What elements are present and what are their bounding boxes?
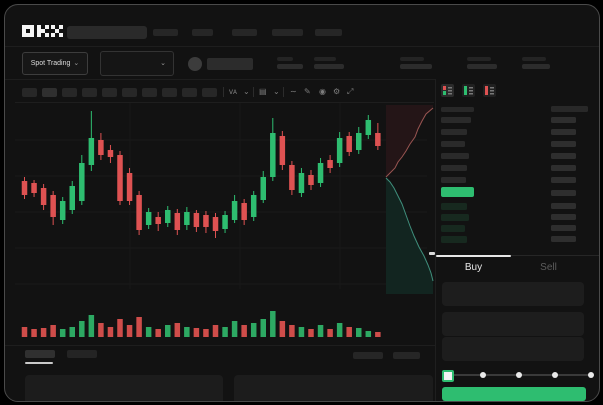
market-type-dropdown[interactable]: Spot Trading ⌄ <box>22 52 88 75</box>
ask-row-amount[interactable] <box>441 165 467 171</box>
nav-item-placeholder[interactable] <box>153 29 178 36</box>
nav-item-placeholder[interactable] <box>272 29 303 36</box>
stat-label-placeholder <box>467 57 491 61</box>
interval-button[interactable] <box>42 88 57 97</box>
ask-row-amount[interactable] <box>441 117 471 123</box>
pair-selector-dropdown[interactable]: ⌄ <box>100 51 174 76</box>
candle-style-label[interactable]: ᴠᴀ <box>229 87 237 96</box>
bottom-panel-placeholder <box>234 375 433 401</box>
slider-handle[interactable] <box>442 370 454 382</box>
nav-item-placeholder[interactable] <box>315 29 342 36</box>
interval-button[interactable] <box>22 88 37 97</box>
slider-stop-50[interactable] <box>516 372 522 378</box>
toolbar-divider <box>223 87 224 97</box>
ask-row-price[interactable] <box>551 129 576 135</box>
ob-col-header <box>551 106 588 112</box>
bid-row-price[interactable] <box>551 236 576 242</box>
bottom-control-placeholder[interactable] <box>393 352 420 359</box>
candlestick-chart[interactable] <box>15 103 435 343</box>
stat-label-placeholder <box>400 57 424 61</box>
ask-row-amount[interactable] <box>441 129 467 135</box>
stat-value-placeholder <box>522 64 550 69</box>
bid-row-amount[interactable] <box>441 225 465 232</box>
stat-value-placeholder <box>400 64 432 69</box>
price-input[interactable] <box>442 282 584 306</box>
last-price-badge[interactable] <box>441 187 474 197</box>
bottom-control-placeholder[interactable] <box>353 352 383 359</box>
tab-buy[interactable]: Buy <box>464 261 483 273</box>
slider-stop-25[interactable] <box>480 372 486 378</box>
toolbar-divider <box>253 87 254 97</box>
active-tab-indicator <box>436 255 511 257</box>
slider-stop-100[interactable] <box>588 372 594 378</box>
bid-row-price[interactable] <box>551 225 576 231</box>
nav-item-placeholder[interactable] <box>232 29 257 36</box>
orderbook-view-bids-only-icon[interactable] <box>462 84 475 97</box>
ask-row-price[interactable] <box>551 117 576 123</box>
bottom-panel-placeholder <box>25 375 223 401</box>
active-bottom-tab-underline <box>25 362 53 364</box>
stat-value-placeholder <box>467 64 497 69</box>
ob-col-header <box>441 107 474 112</box>
nav-item-placeholder[interactable] <box>192 29 213 36</box>
bottom-tab-placeholder[interactable] <box>25 350 55 358</box>
ask-row-price[interactable] <box>551 165 576 171</box>
interval-button[interactable] <box>162 88 177 97</box>
stat-label-placeholder <box>277 57 293 61</box>
order-side-tabs: Buy Sell <box>436 255 599 279</box>
wave-icon[interactable]: ∼ <box>290 87 297 96</box>
camera-icon[interactable]: ◉ <box>319 87 326 96</box>
ask-row-price[interactable] <box>551 153 576 159</box>
bid-row-price[interactable] <box>551 214 576 220</box>
bid-row-amount[interactable] <box>441 203 467 210</box>
stat-label-placeholder <box>314 57 336 61</box>
okx-logo <box>22 25 63 37</box>
bid-row-amount[interactable] <box>441 214 469 221</box>
chevron-down-icon: ⌄ <box>160 60 166 67</box>
slider-stop-75[interactable] <box>552 372 558 378</box>
chevron-down-icon[interactable]: ⌄ <box>273 87 280 96</box>
fullscreen-icon[interactable]: ⤢ <box>347 87 354 96</box>
stat-value-placeholder <box>314 64 344 69</box>
chevron-down-icon: ⌄ <box>73 60 80 67</box>
bid-row-amount[interactable] <box>441 236 467 243</box>
indicator-picker[interactable]: ▤ <box>259 87 267 96</box>
orderbook-view-asks-only-icon[interactable] <box>483 84 496 97</box>
buy-submit-button[interactable] <box>442 387 586 401</box>
ask-row-amount[interactable] <box>441 141 465 147</box>
bid-row-price[interactable] <box>551 203 576 209</box>
toolbar-divider <box>283 87 284 97</box>
ask-row-amount[interactable] <box>441 177 466 183</box>
interval-button[interactable] <box>62 88 77 97</box>
amount-input[interactable] <box>442 312 584 336</box>
app-window: Spot Trading ⌄ ⌄ ᴠᴀ ⌄ ▤ ⌄ ∼ ✎ ◉ ⚙ ⤢ Buy Sell <box>4 4 600 402</box>
stat-label-placeholder <box>522 57 546 61</box>
interval-button[interactable] <box>202 88 217 97</box>
search-input[interactable] <box>67 26 147 39</box>
total-input[interactable] <box>442 337 584 361</box>
ask-row-price[interactable] <box>551 141 576 147</box>
trade-sidebar: Buy Sell <box>435 79 599 401</box>
stat-value-placeholder <box>277 64 303 69</box>
ask-row-price[interactable] <box>551 177 576 183</box>
settings-icon[interactable]: ⚙ <box>333 87 341 96</box>
interval-button[interactable] <box>82 88 97 97</box>
interval-button[interactable] <box>122 88 137 97</box>
interval-button[interactable] <box>182 88 197 97</box>
interval-button[interactable] <box>142 88 157 97</box>
token-icon <box>188 57 202 71</box>
bottom-tab-placeholder[interactable] <box>67 350 97 358</box>
chevron-down-icon[interactable]: ⌄ <box>243 87 250 96</box>
pair-name-placeholder <box>207 58 253 70</box>
price-row <box>551 190 576 196</box>
interval-button[interactable] <box>102 88 117 97</box>
pencil-icon[interactable]: ✎ <box>304 87 311 96</box>
orderbook-view-combined-book-icon[interactable] <box>441 84 454 97</box>
market-type-label: Spot Trading <box>30 60 71 67</box>
tab-sell[interactable]: Sell <box>540 261 557 273</box>
ask-row-amount[interactable] <box>441 153 469 159</box>
